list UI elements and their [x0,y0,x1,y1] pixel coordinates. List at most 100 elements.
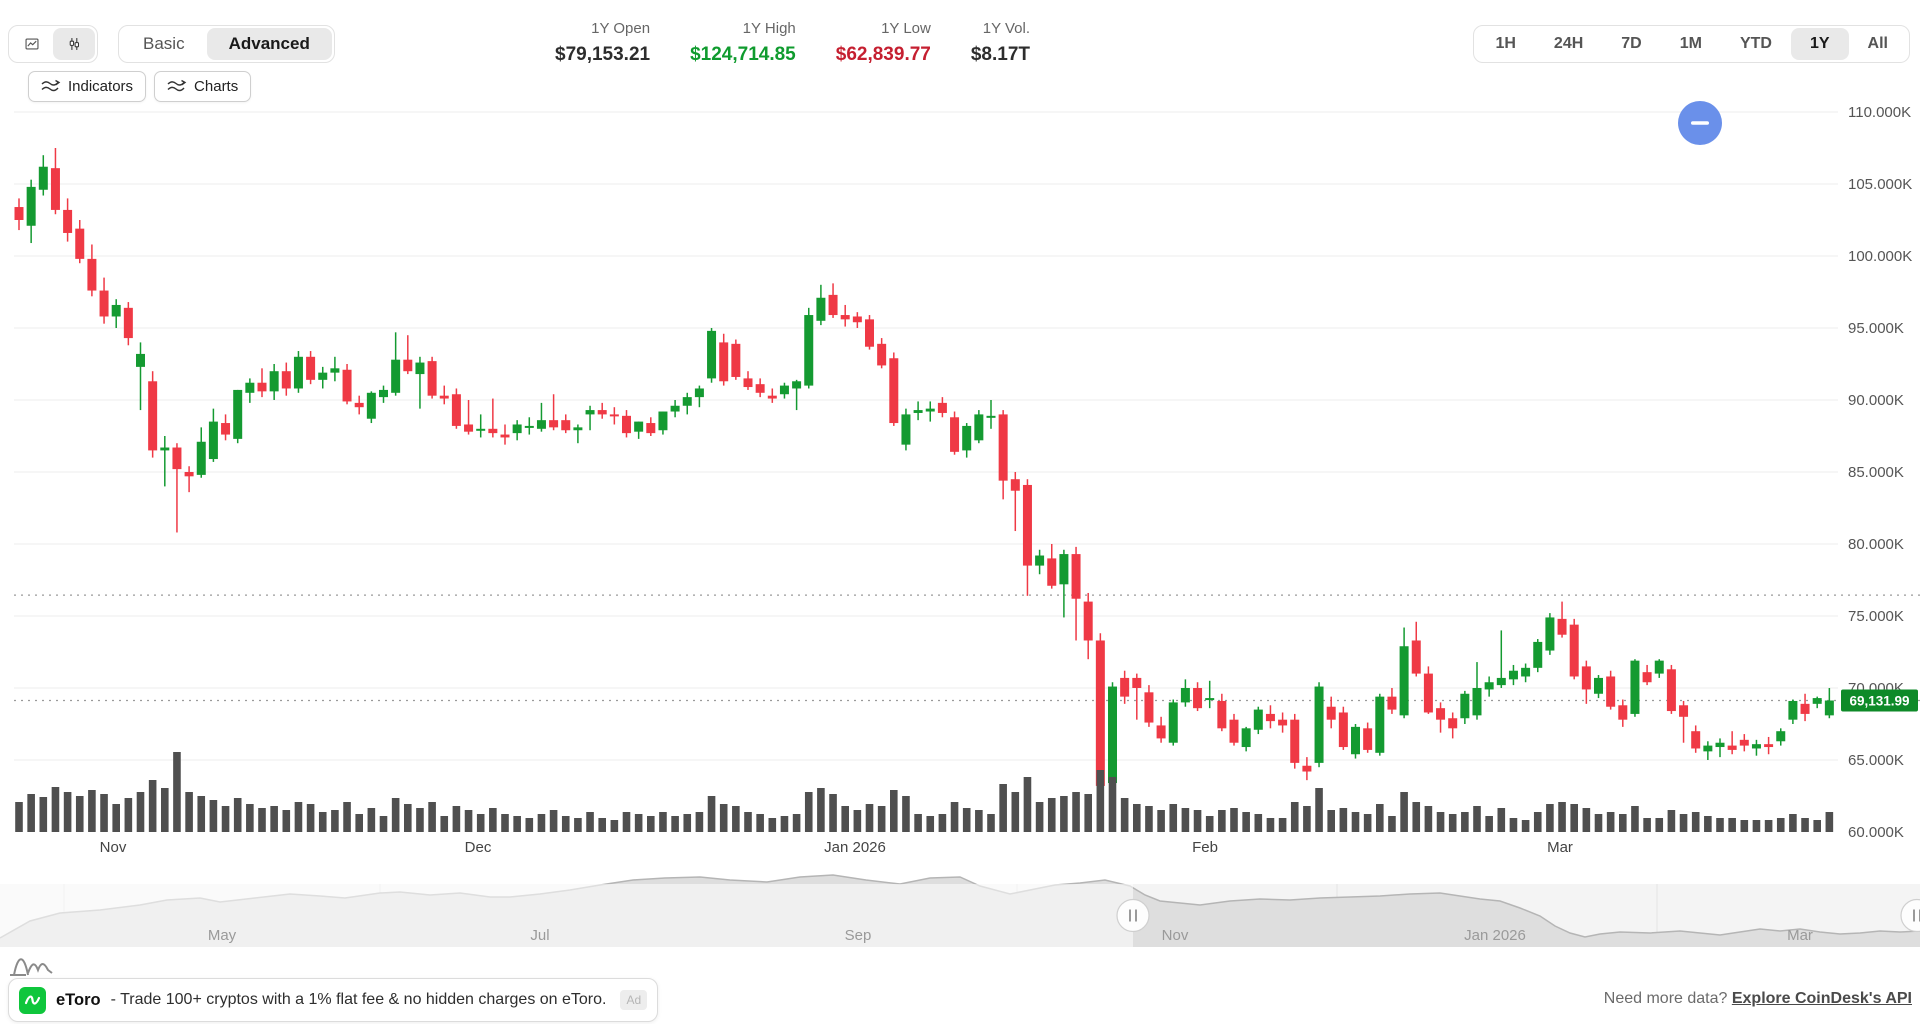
candle[interactable] [925,408,935,412]
candle[interactable] [804,315,814,386]
volume-bar[interactable] [1315,788,1323,832]
candle[interactable] [1484,682,1494,690]
volume-bar[interactable] [161,788,169,832]
candle[interactable] [1411,640,1421,674]
candle[interactable] [26,186,36,226]
volume-bar[interactable] [634,814,643,832]
candle[interactable] [257,382,267,392]
candle[interactable] [342,369,352,402]
volume-bar[interactable] [999,784,1007,832]
candle[interactable] [1581,666,1591,690]
volume-bar[interactable] [391,798,400,832]
volume-bar[interactable] [1704,816,1712,832]
candle[interactable] [87,258,97,291]
candle[interactable] [1205,698,1215,701]
candle[interactable] [1059,554,1069,585]
candle[interactable] [148,381,158,451]
candle[interactable] [719,342,729,382]
candle[interactable] [1399,646,1409,716]
candle[interactable] [622,415,631,434]
candle[interactable] [1363,728,1373,750]
candle[interactable] [1108,686,1117,784]
range-1h[interactable]: 1H [1476,28,1534,60]
candle[interactable] [1338,712,1348,748]
candle[interactable] [901,414,911,445]
candle[interactable] [1083,601,1093,641]
candle[interactable] [1654,660,1664,674]
volume-bar[interactable] [1546,804,1554,832]
volume-bar[interactable] [1716,818,1724,832]
candle[interactable] [670,405,680,412]
candle[interactable] [1035,555,1045,566]
volume-bar[interactable] [561,816,570,832]
volume-bar[interactable] [1825,812,1834,832]
candle[interactable] [877,343,887,366]
candle[interactable] [937,402,947,413]
volume-bar[interactable] [987,814,995,832]
volume-bar[interactable] [1023,777,1032,832]
candle[interactable] [451,394,461,426]
candle[interactable] [1460,693,1470,719]
candle[interactable] [561,420,571,431]
candle[interactable] [38,166,48,190]
navigator-left-handle[interactable] [1116,898,1150,933]
candle[interactable] [1751,744,1761,749]
volume-bar[interactable] [1448,814,1457,832]
tab-basic[interactable]: Basic [121,28,207,60]
candle[interactable] [1569,624,1579,677]
candle[interactable] [573,427,583,431]
volume-bar[interactable] [853,810,862,832]
volume-bar[interactable] [501,814,509,832]
volume-bar[interactable] [1218,810,1226,832]
candle[interactable] [172,447,182,470]
candle[interactable] [682,397,692,406]
volume-bar[interactable] [926,816,935,832]
candle[interactable] [1691,731,1701,749]
candle[interactable] [1217,700,1227,729]
volume-bar[interactable] [938,814,947,832]
volume-bar[interactable] [1278,818,1287,832]
volume-bar[interactable] [294,802,303,832]
volume-bar[interactable] [15,802,23,832]
candle[interactable] [998,414,1008,481]
candle[interactable] [743,378,753,388]
candle[interactable] [1132,677,1142,688]
volume-bar[interactable] [1582,808,1591,832]
candle[interactable] [160,447,170,451]
volume-bar[interactable] [1655,818,1664,832]
candle[interactable] [840,315,850,320]
volume-bar[interactable] [27,794,35,832]
volume-bar[interactable] [1205,816,1214,832]
volume-bar[interactable] [671,816,679,832]
volume-bar[interactable] [1679,814,1688,832]
volume-bar[interactable] [476,814,485,832]
candle[interactable] [1606,676,1616,707]
candle[interactable] [1095,640,1105,786]
volume-bar[interactable] [877,806,886,832]
volume-bar[interactable] [282,810,291,832]
volume-bar[interactable] [817,788,825,832]
candle[interactable] [1302,765,1312,772]
volume-bar[interactable] [1728,818,1736,832]
volume-bar[interactable] [1400,792,1408,832]
volume-bar[interactable] [306,804,315,832]
candle[interactable] [913,410,923,413]
volume-bar[interactable] [367,808,376,832]
volume-bar[interactable] [233,798,242,832]
candle[interactable] [184,472,194,477]
volume-bar[interactable] [792,814,801,832]
candle[interactable] [646,423,656,434]
candle[interactable] [1253,709,1263,730]
candle[interactable] [427,361,437,396]
candle[interactable] [512,424,522,434]
candle[interactable] [293,356,303,389]
volume-bar[interactable] [1290,802,1299,832]
candle[interactable] [731,343,741,377]
volume-bar[interactable] [975,810,983,832]
candle[interactable] [634,421,644,432]
candle[interactable] [1193,688,1203,709]
volume-bar[interactable] [124,798,133,832]
candle[interactable] [1436,708,1446,720]
volume-bar[interactable] [647,816,655,832]
candle[interactable] [196,441,206,475]
